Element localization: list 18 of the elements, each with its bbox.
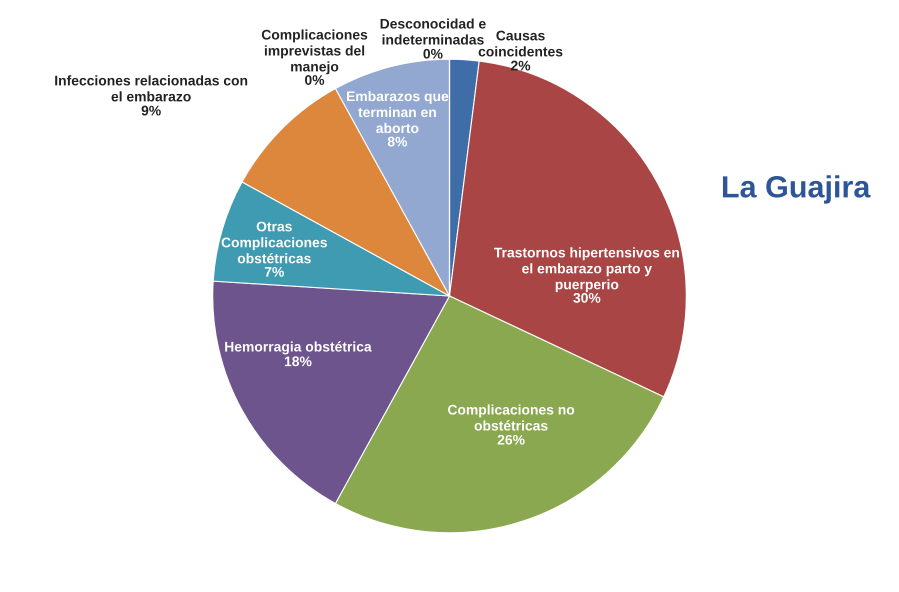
slice-label: Otras Complicaciones obstétricas [222,222,327,264]
text: 0% [305,75,324,85]
category-label: Desconocidad e indeterminadas [380,18,486,45]
slice-label: Embarazos que terminan en aborto [347,90,448,134]
data-label: 18% [284,356,312,366]
data-label: 30% [573,292,600,303]
data-label: 8% [388,136,408,147]
category-label: Complicaciones imprevistas del manejo [262,29,368,74]
data-label: 2% [510,60,530,70]
data-label: 7% [264,266,284,277]
slice-label: Infecciones relacionadas con el embarazo [55,75,248,102]
text: 0% [423,48,443,59]
data-label: 26% [498,434,525,445]
slice-label: Complicaciones no obstétricas [448,404,574,431]
data-label: 9% [142,106,161,116]
slice-label: Trastornos hipertensivos en el embarazo parto y puerperio [494,247,679,292]
text: La Guajira [722,175,871,204]
slice-label: Hemorragia obstétrica [225,341,372,354]
